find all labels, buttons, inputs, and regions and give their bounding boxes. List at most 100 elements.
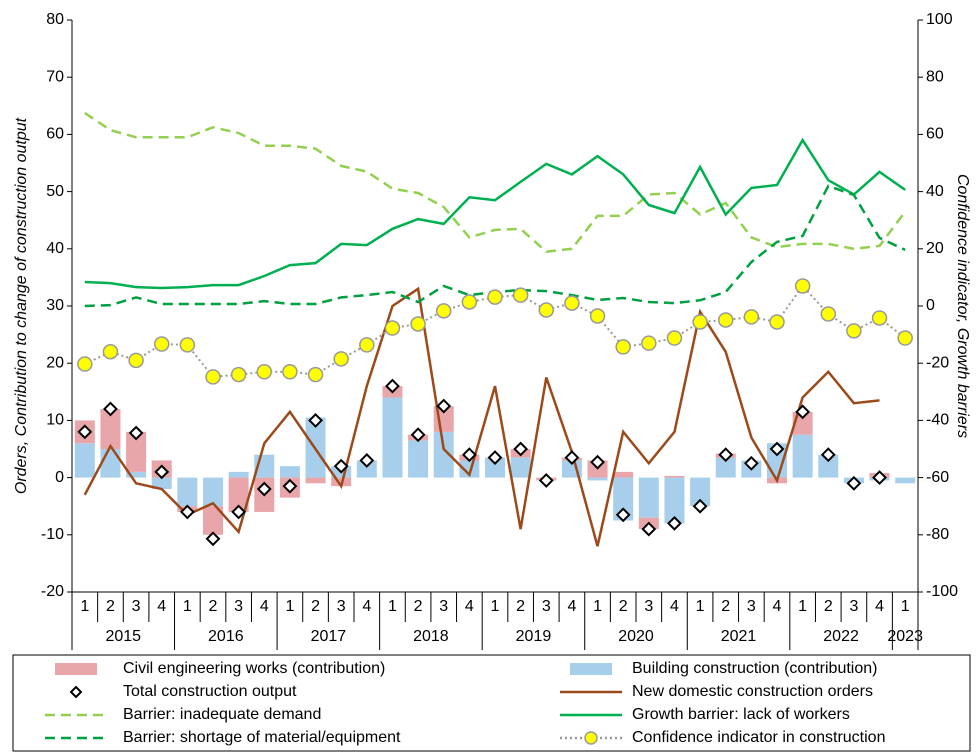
dot: [794, 278, 811, 294]
dot: [153, 336, 170, 352]
marker: [359, 453, 375, 468]
y2-tick-label: -80: [926, 526, 949, 543]
legend-swatch: [69, 685, 83, 699]
dot: [641, 335, 657, 351]
bar: [203, 477, 223, 507]
x-group-label: 2019: [516, 628, 552, 645]
marker: [205, 531, 221, 547]
bar: [664, 475, 685, 478]
marker: [513, 441, 529, 457]
y2-tick-label: -100: [926, 583, 958, 600]
x-tick-label: 4: [670, 598, 679, 615]
marker: [820, 447, 836, 463]
marker: [590, 454, 605, 470]
bar: [613, 471, 634, 478]
x-tick-label: 2: [209, 598, 218, 615]
bar: [305, 477, 326, 484]
dot: [77, 356, 93, 372]
marker: [333, 458, 349, 474]
dot: [897, 330, 913, 346]
dot: [512, 287, 529, 303]
bar: [715, 457, 736, 478]
x-tick-label: 2: [106, 598, 115, 615]
x-group-label: 2016: [208, 628, 244, 645]
dot: [871, 310, 888, 326]
y2-tick-label: 0: [926, 297, 935, 314]
dot: [538, 302, 555, 318]
bar: [587, 477, 608, 481]
x-tick-label: 3: [132, 598, 141, 615]
x-tick-label: 1: [901, 598, 910, 615]
x-tick-label: 2: [824, 598, 833, 615]
dot: [102, 344, 119, 360]
bar: [818, 454, 839, 478]
y2-tick-label: 60: [926, 126, 944, 143]
x-tick-label: 2: [619, 598, 628, 615]
dot: [461, 294, 478, 310]
dot: [743, 309, 760, 325]
dot: [692, 314, 708, 330]
bar: [664, 477, 685, 524]
bar: [356, 460, 377, 478]
x-group-label: 2023: [887, 628, 923, 645]
marker: [128, 425, 144, 441]
dot: [615, 339, 631, 355]
y2-tick-label: -40: [926, 412, 949, 429]
legend-label: Confidence indicator in construction: [632, 729, 885, 746]
y2-tick-label: 100: [926, 11, 953, 28]
legend-label: Civil engineering works (contribution): [123, 660, 385, 677]
line: [84, 137, 906, 290]
marker: [282, 478, 298, 494]
marker: [615, 507, 631, 523]
bar: [74, 443, 95, 478]
x-tick-label: 1: [80, 598, 89, 615]
x-tick-label: 3: [234, 598, 243, 615]
y-tick-label: 10: [46, 412, 64, 429]
x-tick-label: 1: [593, 598, 602, 615]
x-tick-label: 4: [465, 598, 474, 615]
x-group-label: 2018: [413, 628, 449, 645]
marker: [846, 475, 862, 491]
marker: [103, 401, 118, 417]
dot: [307, 366, 324, 383]
legend-label: New domestic construction orders: [632, 683, 873, 700]
y-tick-label: -10: [41, 526, 64, 543]
dot: [256, 364, 273, 380]
bar: [895, 477, 916, 484]
x-tick-label: 2: [414, 598, 423, 615]
marker: [743, 455, 759, 471]
legend-label: Building construction (contribution): [632, 660, 877, 677]
dot: [487, 289, 503, 305]
x-group-label: 2021: [721, 628, 757, 645]
bar: [510, 457, 531, 478]
marker: [872, 470, 887, 486]
legend-swatch: [55, 663, 97, 675]
dot: [205, 369, 221, 385]
marker: [692, 498, 708, 514]
y-tick-label: 60: [46, 126, 64, 143]
bar: [203, 506, 223, 535]
bar: [792, 434, 813, 478]
x-tick-label: 4: [875, 598, 884, 615]
legend-swatch: [570, 663, 612, 675]
dot: [666, 330, 683, 346]
bar: [228, 471, 249, 478]
bar: [485, 457, 505, 478]
legend-label: Total construction output: [123, 683, 297, 700]
x-tick-label: 1: [491, 598, 500, 615]
marker: [461, 447, 477, 463]
dot: [820, 306, 837, 322]
legend-label: Barrier: shortage of material/equipment: [123, 729, 401, 746]
x-tick-label: 2: [311, 598, 320, 615]
x-tick-label: 4: [157, 598, 166, 615]
x-tick-label: 1: [183, 598, 192, 615]
bar: [100, 449, 121, 478]
marker: [179, 504, 195, 520]
y2-tick-label: 20: [926, 240, 944, 257]
y-axis-title: Orders, Contribution to change of constr…: [13, 117, 30, 494]
x-tick-label: 4: [773, 598, 782, 615]
marker: [564, 450, 580, 465]
bar: [126, 431, 147, 472]
x-tick-label: 3: [337, 598, 346, 615]
